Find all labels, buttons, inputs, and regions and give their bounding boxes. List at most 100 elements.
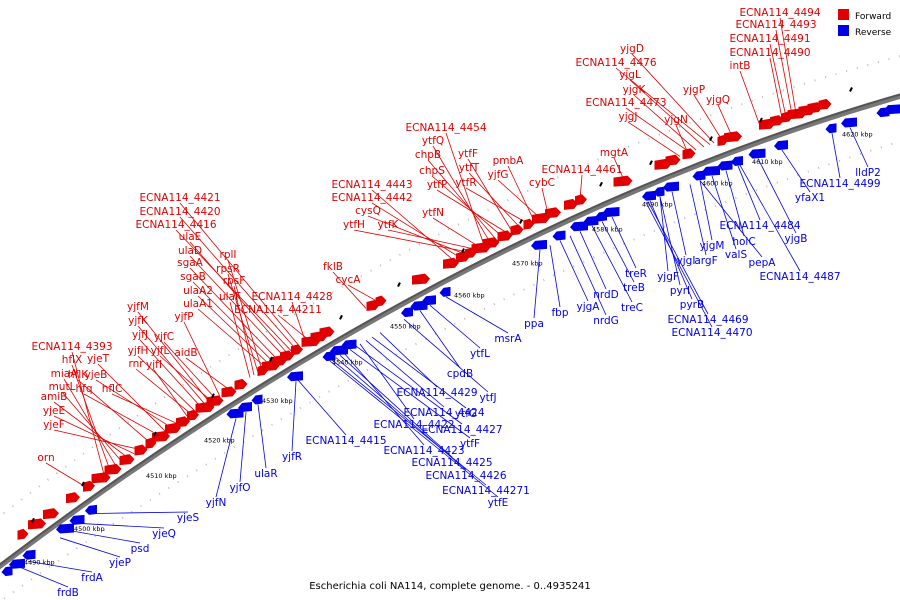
forward-gene-label[interactable]: rplI <box>220 249 237 261</box>
forward-gene[interactable] <box>221 386 237 398</box>
reverse-gene-label[interactable]: yjeQ <box>152 528 176 540</box>
reverse-gene-label[interactable]: yjgF <box>657 271 679 283</box>
reverse-gene-label[interactable]: ytfJ <box>479 392 496 404</box>
forward-gene-label[interactable]: ECNA114_4491 <box>729 33 810 45</box>
forward-gene-label[interactable]: ulaE <box>179 231 202 243</box>
forward-gene-label[interactable]: yjeT <box>87 353 110 365</box>
reverse-gene-label[interactable]: ECNA114_4429 <box>396 387 477 399</box>
forward-gene-label[interactable]: yjgJ <box>619 111 638 123</box>
reverse-gene-label[interactable]: ECNA114_4423 <box>383 445 464 457</box>
reverse-gene-label[interactable]: yjfN <box>206 497 227 509</box>
forward-gene[interactable] <box>206 395 224 407</box>
forward-gene[interactable] <box>665 154 681 166</box>
forward-gene[interactable] <box>682 148 696 160</box>
forward-gene-label[interactable]: yjfK <box>128 315 149 327</box>
forward-gene-label[interactable]: ytfT <box>459 162 480 174</box>
reverse-gene[interactable] <box>401 307 413 318</box>
reverse-gene[interactable] <box>583 215 599 226</box>
reverse-gene-label[interactable]: yjgB <box>785 233 808 245</box>
forward-gene-label[interactable]: ytfQ <box>422 135 444 147</box>
reverse-gene-label[interactable]: ytfL <box>470 348 490 360</box>
forward-gene-label[interactable]: ECNA114_4461 <box>541 164 622 176</box>
forward-gene[interactable] <box>724 131 742 143</box>
reverse-gene[interactable] <box>341 339 357 350</box>
reverse-gene-label[interactable]: yjeP <box>109 557 131 569</box>
forward-gene-label[interactable]: hfq <box>75 383 92 395</box>
reverse-gene[interactable] <box>653 186 665 197</box>
forward-gene[interactable] <box>443 257 459 269</box>
forward-gene[interactable] <box>412 273 430 285</box>
forward-gene-label[interactable]: yjfI <box>146 359 162 371</box>
reverse-gene[interactable] <box>825 123 837 134</box>
reverse-gene-label[interactable]: ECNA114_4470 <box>671 327 752 339</box>
forward-gene-label[interactable]: yjgP <box>683 84 705 96</box>
reverse-gene-label[interactable]: yjgM <box>700 240 725 252</box>
reverse-gene[interactable] <box>56 523 74 534</box>
forward-gene-label[interactable]: ytfN <box>422 207 444 219</box>
forward-gene-label[interactable]: yjgN <box>664 114 688 126</box>
reverse-gene-label[interactable]: argF <box>694 255 717 267</box>
forward-gene[interactable] <box>83 480 95 492</box>
reverse-gene[interactable] <box>702 165 720 176</box>
reverse-gene-label[interactable]: ECNA114_4427 <box>421 424 502 436</box>
forward-gene-label[interactable]: orn <box>37 452 54 464</box>
forward-gene-label[interactable]: ECNA114_4493 <box>735 19 816 31</box>
forward-gene-label[interactable]: yjfL <box>151 345 170 357</box>
reverse-gene[interactable] <box>9 558 25 569</box>
reverse-gene[interactable] <box>692 170 706 181</box>
forward-gene[interactable] <box>91 472 111 484</box>
forward-gene-label[interactable]: ECNA114_4443 <box>331 179 412 191</box>
forward-gene[interactable] <box>375 295 387 307</box>
reverse-gene-label[interactable]: msrA <box>494 333 522 345</box>
reverse-gene-label[interactable]: treC <box>621 302 643 314</box>
forward-gene-label[interactable]: hflK <box>68 369 89 381</box>
reverse-gene[interactable] <box>774 140 788 151</box>
forward-gene-label[interactable]: ytfK <box>378 219 400 231</box>
forward-gene[interactable] <box>119 454 135 466</box>
reverse-gene[interactable] <box>410 300 428 311</box>
reverse-gene[interactable] <box>748 148 766 159</box>
forward-gene[interactable] <box>17 528 29 540</box>
reverse-gene-label[interactable]: ECNA114_4422 <box>373 419 454 431</box>
forward-gene-label[interactable]: mgtA <box>600 147 629 159</box>
forward-gene[interactable] <box>770 115 784 127</box>
reverse-gene-label[interactable]: valS <box>725 249 748 261</box>
reverse-gene[interactable] <box>552 230 566 241</box>
forward-gene-label[interactable]: ulaA2 <box>183 285 213 297</box>
reverse-gene[interactable] <box>570 221 588 232</box>
forward-gene[interactable] <box>564 198 578 210</box>
forward-gene-label[interactable]: rnr <box>128 358 144 370</box>
forward-gene-label[interactable]: ulaA1 <box>183 298 213 310</box>
forward-gene-label[interactable]: cysQ <box>355 205 381 217</box>
forward-gene-label[interactable]: amiB <box>41 391 68 403</box>
reverse-gene-label[interactable]: ECNA114_4426 <box>425 470 506 482</box>
reverse-gene-label[interactable]: pyrB <box>680 299 704 311</box>
forward-gene-label[interactable]: fklB <box>323 261 343 273</box>
forward-gene-label[interactable]: ECNA114_4494 <box>739 7 820 19</box>
forward-gene-label[interactable]: yjeB <box>85 369 108 381</box>
reverse-gene-label[interactable]: ECNA114_44271 <box>442 485 530 497</box>
reverse-gene-label[interactable]: nrdG <box>593 315 619 327</box>
forward-gene-label[interactable]: yjgK <box>623 84 647 96</box>
reverse-gene-label[interactable]: ytfG <box>455 408 477 420</box>
reverse-gene-label[interactable]: frdB <box>57 587 79 599</box>
reverse-gene[interactable] <box>330 345 348 356</box>
reverse-gene[interactable] <box>85 504 97 515</box>
forward-gene-label[interactable]: ECNA114_4476 <box>575 57 656 69</box>
reverse-gene-label[interactable]: lldP2 <box>855 167 881 179</box>
reverse-gene[interactable] <box>531 239 547 250</box>
forward-gene-label[interactable]: ytfR <box>455 177 476 189</box>
reverse-gene[interactable] <box>841 117 857 128</box>
forward-gene[interactable] <box>613 175 633 187</box>
reverse-gene-label[interactable]: yfaX1 <box>795 192 825 204</box>
reverse-gene-label[interactable]: ECNA114_4484 <box>719 220 800 232</box>
forward-gene-label[interactable]: intB <box>730 60 751 72</box>
reverse-gene[interactable] <box>439 286 451 297</box>
reverse-gene-label[interactable]: holC <box>732 236 755 248</box>
reverse-gene-label[interactable]: yjgI <box>677 255 696 267</box>
forward-gene-label[interactable]: cycA <box>336 274 362 286</box>
forward-gene[interactable] <box>510 224 524 236</box>
forward-gene[interactable] <box>134 444 148 456</box>
forward-gene-label[interactable]: cybC <box>529 177 555 189</box>
forward-gene-label[interactable]: pmbA <box>493 155 525 167</box>
